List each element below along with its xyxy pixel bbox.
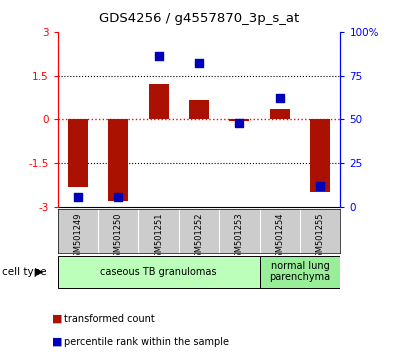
Text: ■: ■ xyxy=(52,314,62,324)
FancyBboxPatch shape xyxy=(259,256,340,288)
Text: GDS4256 / g4557870_3p_s_at: GDS4256 / g4557870_3p_s_at xyxy=(99,12,299,25)
Point xyxy=(75,194,81,199)
Bar xyxy=(68,120,88,187)
Point xyxy=(115,194,121,199)
Point xyxy=(317,183,323,189)
Bar xyxy=(229,120,250,121)
Text: GSM501251: GSM501251 xyxy=(154,212,163,263)
Text: GSM501254: GSM501254 xyxy=(275,212,284,263)
Text: GSM501252: GSM501252 xyxy=(195,212,203,263)
Bar xyxy=(189,101,209,120)
Text: transformed count: transformed count xyxy=(64,314,154,324)
Text: GSM501255: GSM501255 xyxy=(316,212,325,263)
Point xyxy=(156,53,162,59)
Text: normal lung
parenchyma: normal lung parenchyma xyxy=(269,261,330,282)
Text: ■: ■ xyxy=(52,337,62,347)
Point xyxy=(277,96,283,101)
Bar xyxy=(270,109,290,120)
Text: cell type: cell type xyxy=(2,267,47,277)
FancyBboxPatch shape xyxy=(58,256,259,288)
Bar xyxy=(108,120,129,201)
Text: GSM501250: GSM501250 xyxy=(114,212,123,263)
Text: GSM501249: GSM501249 xyxy=(73,212,82,263)
Text: percentile rank within the sample: percentile rank within the sample xyxy=(64,337,229,347)
Text: caseous TB granulomas: caseous TB granulomas xyxy=(100,267,217,277)
Bar xyxy=(310,120,330,193)
Bar xyxy=(148,85,169,120)
Text: ▶: ▶ xyxy=(35,267,43,277)
Point xyxy=(236,120,242,126)
Point xyxy=(196,61,202,66)
Text: GSM501253: GSM501253 xyxy=(235,212,244,263)
